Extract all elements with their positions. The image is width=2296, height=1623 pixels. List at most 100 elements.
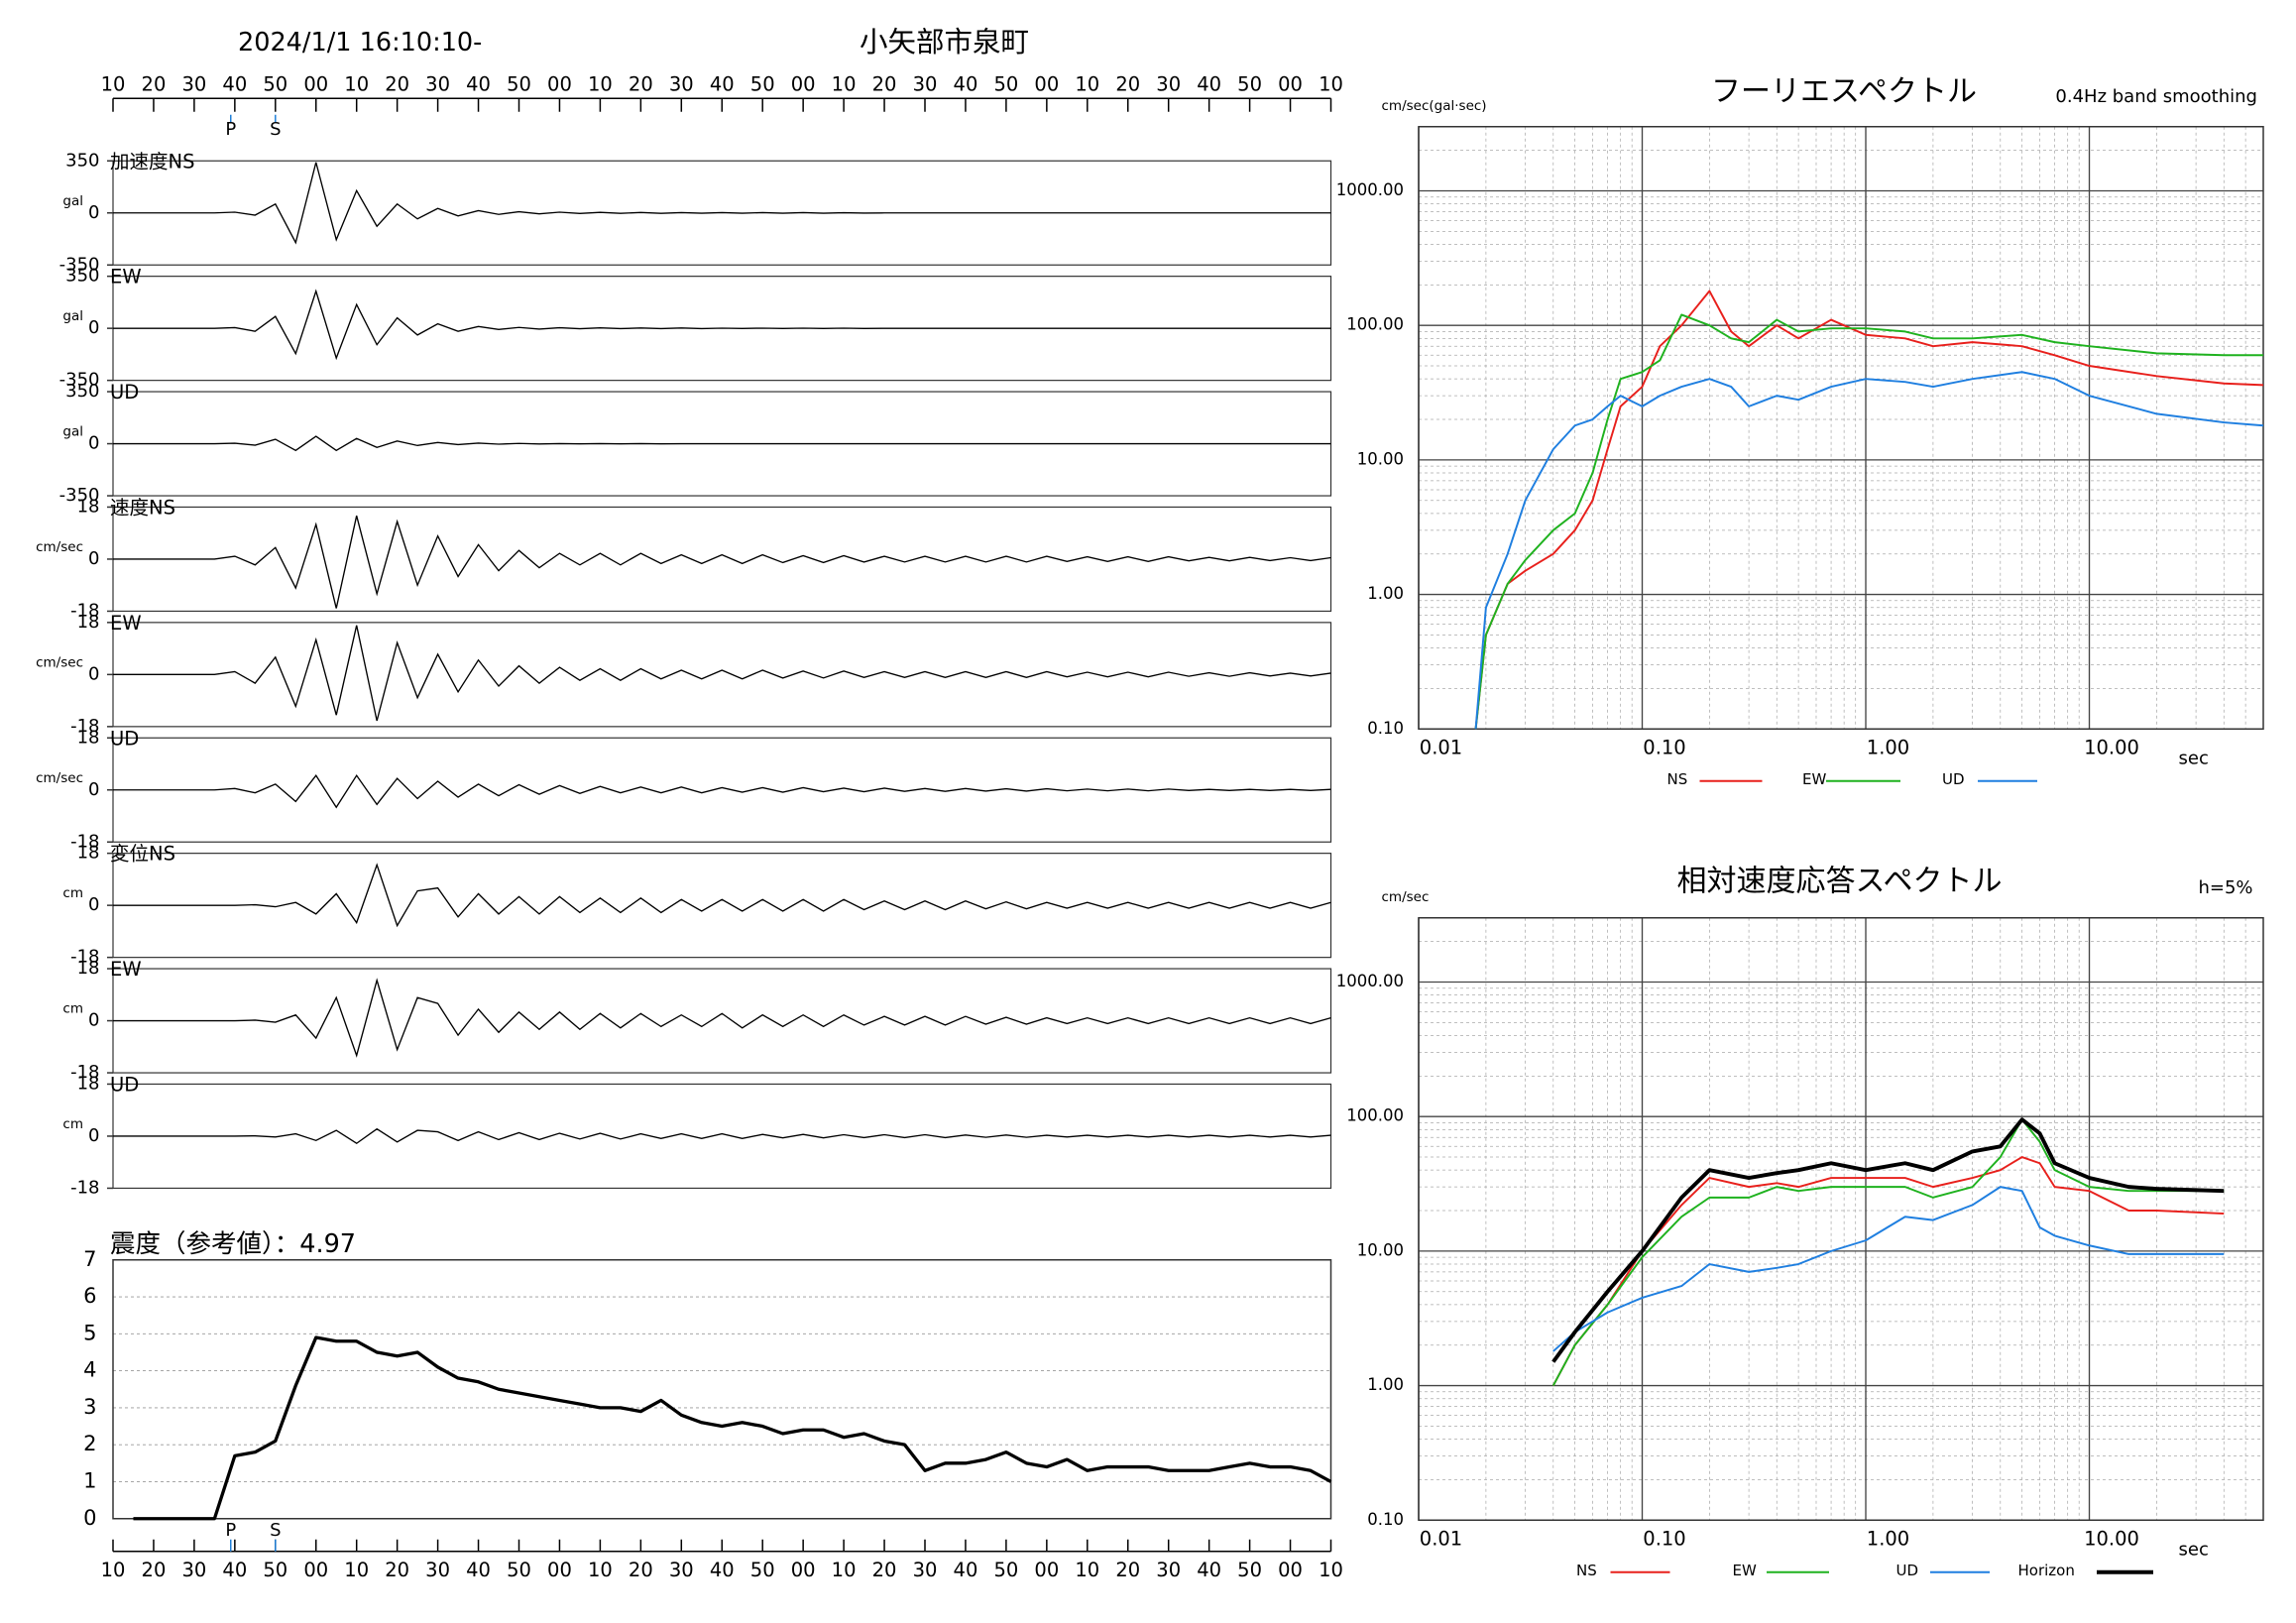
time-tick-label: 30 [913, 1559, 938, 1581]
component-label: 加速度NS [110, 150, 194, 173]
y-tick-label: -18 [70, 831, 99, 852]
y-tick-label: 4 [83, 1358, 96, 1382]
y-tick-label: 1000.00 [1336, 972, 1404, 990]
time-tick-label: 40 [710, 72, 735, 95]
y-tick-label: -18 [70, 947, 99, 968]
unit-label: gal [62, 193, 83, 209]
y-tick-label: 1 [83, 1468, 96, 1492]
waveform-trace [113, 625, 1331, 722]
time-tick-label: 50 [1237, 1559, 1262, 1581]
series-line [1551, 1117, 2225, 1363]
phase-label: S [270, 119, 281, 140]
time-tick-label: 20 [1115, 72, 1140, 95]
time-tick-label: 50 [263, 1559, 287, 1581]
time-tick-label: 40 [954, 1559, 978, 1581]
time-tick-label: 20 [142, 1559, 167, 1581]
time-tick-label: 00 [547, 72, 572, 95]
y-tick-label: 0 [88, 433, 99, 454]
time-tick-label: 50 [263, 72, 287, 95]
time-tick-label: 10 [1319, 1559, 1343, 1581]
time-tick-label: 30 [669, 1559, 694, 1581]
series-line [1551, 1118, 2225, 1387]
component-label: EW [110, 266, 142, 289]
time-tick-label: 50 [507, 72, 531, 95]
y-tick-label: 350 [65, 381, 99, 402]
y-tick-label: -350 [59, 254, 100, 275]
time-tick-label: 40 [1197, 1559, 1221, 1581]
y-tick-label: 5 [83, 1321, 96, 1344]
component-label: 速度NS [110, 496, 175, 519]
component-label: UD [110, 1073, 139, 1096]
y-tick-label: 0 [88, 1125, 99, 1146]
waveform-trace [113, 863, 1331, 928]
time-tick-label: 20 [629, 1559, 653, 1581]
legend-label: NS [1667, 770, 1688, 788]
y-tick-label: 18 [77, 843, 100, 864]
legend-label: Horizon [2018, 1562, 2075, 1579]
y-tick-label: -350 [59, 370, 100, 391]
time-tick-label: 50 [750, 1559, 775, 1581]
waveform-trace [113, 162, 1331, 245]
chart-title: 震度（参考値）：4.97 [110, 1229, 356, 1259]
time-tick-label: 20 [142, 72, 167, 95]
y-tick-label: 0 [88, 1010, 99, 1031]
x-tick-label: 10.00 [2084, 736, 2139, 758]
y-tick-label: -350 [59, 485, 100, 506]
y-tick-label: 0 [88, 894, 99, 915]
time-tick-label: 10 [344, 72, 369, 95]
time-tick-label: 00 [303, 1559, 328, 1581]
time-tick-label: 10 [344, 1559, 369, 1581]
waveform-trace [113, 773, 1331, 809]
time-tick-label: 40 [466, 1559, 491, 1581]
y-tick-label: 0 [88, 663, 99, 684]
y-tick-label: 2 [83, 1432, 96, 1455]
time-tick-label: 00 [1278, 1559, 1303, 1581]
y-tick-label: 0 [88, 779, 99, 800]
time-tick-label: 00 [791, 1559, 816, 1581]
time-tick-label: 40 [954, 72, 978, 95]
y-tick-label: 3 [83, 1395, 96, 1419]
time-tick-label: 30 [425, 1559, 450, 1581]
station-name: 小矢部市泉町 [860, 26, 1029, 58]
component-label: EW [110, 958, 142, 981]
y-tick-label: 0 [83, 1506, 96, 1530]
x-tick-label: 0.10 [1643, 1527, 1685, 1550]
time-tick-label: 20 [385, 72, 409, 95]
time-tick-label: 00 [1034, 72, 1059, 95]
record-datetime: 2024/1/1 16:10:10- [238, 28, 482, 58]
time-tick-label: 20 [872, 1559, 897, 1581]
unit-label: cm [62, 885, 83, 901]
y-tick-label: 350 [65, 266, 99, 287]
y-tick-label: 0.10 [1367, 719, 1404, 738]
time-tick-label: 30 [1156, 72, 1181, 95]
y-tick-label: 100.00 [1346, 1106, 1404, 1125]
chart-subtitle: h=5% [2198, 877, 2252, 898]
time-tick-label: 10 [1075, 1559, 1099, 1581]
time-tick-label: 00 [1034, 1559, 1059, 1581]
time-tick-label: 40 [1197, 72, 1221, 95]
unit-label: cm/sec [36, 539, 83, 555]
time-tick-label: 30 [913, 72, 938, 95]
time-tick-label: 10 [588, 72, 613, 95]
series-line [1474, 371, 2264, 730]
x-unit: sec [2179, 748, 2209, 768]
component-label: 変位NS [110, 843, 175, 866]
time-tick-label: 00 [1278, 72, 1303, 95]
unit-label: gal [62, 424, 83, 440]
time-tick-label: 40 [466, 72, 491, 95]
x-tick-label: 0.01 [1420, 1527, 1462, 1550]
y-tick-label: 0 [88, 317, 99, 338]
unit-label: cm/sec [36, 654, 83, 670]
time-tick-label: 10 [101, 72, 126, 95]
legend-label: UD [1896, 1562, 1919, 1579]
time-tick-label: 30 [425, 72, 450, 95]
y-tick-label: 18 [77, 1073, 100, 1094]
legend-label: EW [1802, 770, 1826, 788]
chart-title: 相対速度応答スペクトル [1677, 864, 2003, 898]
chart-subtitle: 0.4Hz band smoothing [2055, 86, 2257, 107]
y-tick-label: 6 [83, 1284, 96, 1308]
waveform-trace [113, 435, 1331, 452]
series-line [1551, 1156, 2225, 1387]
